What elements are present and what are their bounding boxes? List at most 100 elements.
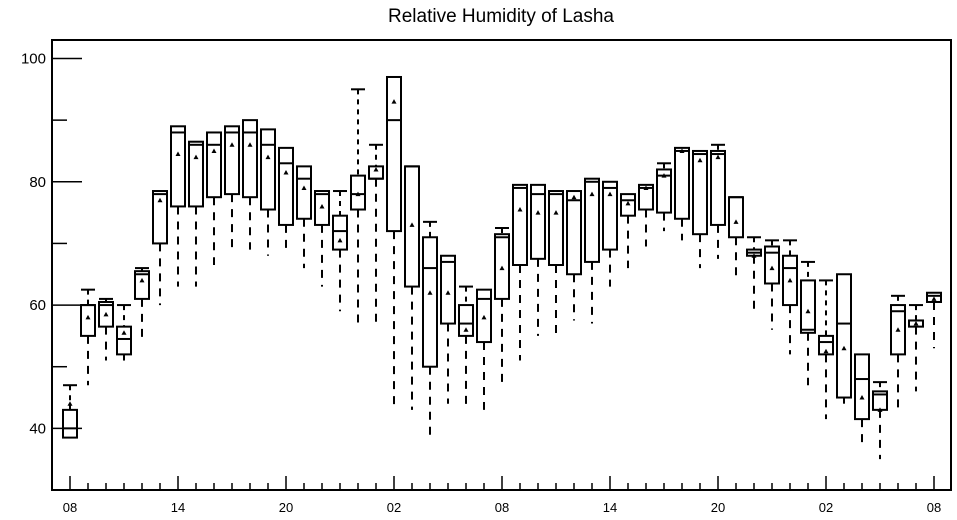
mean-marker	[211, 148, 217, 153]
iqr-box	[188, 140, 204, 208]
iqr-box	[206, 131, 222, 199]
x-tick-label: 20	[279, 500, 293, 515]
x-tick-label: 14	[171, 500, 185, 515]
iqr-box	[278, 146, 294, 226]
y-axis: 40 60 80 100	[21, 50, 82, 437]
mean-marker	[535, 210, 541, 215]
mean-marker	[427, 290, 433, 295]
mean-marker	[841, 345, 847, 351]
iqr-box	[854, 353, 870, 421]
iqr-box	[674, 146, 690, 220]
mean-marker	[355, 191, 361, 197]
box-item	[368, 143, 384, 327]
box-item	[458, 285, 474, 410]
mean-marker	[733, 219, 739, 224]
mean-marker	[229, 142, 235, 147]
x-axis: 08 14 20 02 08 14 20 02 08	[63, 476, 941, 515]
mean-marker	[625, 200, 631, 206]
box-item	[548, 190, 564, 336]
iqr-box	[656, 168, 672, 214]
iqr-box	[710, 149, 726, 226]
x-tick-label: 08	[63, 500, 77, 515]
box-item	[386, 75, 402, 410]
mean-marker	[787, 277, 793, 283]
iqr-box	[566, 190, 582, 276]
iqr-box	[584, 177, 600, 263]
box-item	[620, 193, 636, 269]
box-item	[116, 304, 132, 361]
mean-marker	[67, 401, 73, 406]
iqr-box	[134, 270, 150, 300]
y-tick-label: 40	[29, 420, 46, 437]
mean-marker	[85, 314, 91, 320]
box-item	[512, 183, 528, 361]
box-item	[206, 131, 222, 265]
mean-marker	[697, 157, 703, 163]
mean-marker	[499, 265, 505, 271]
box-item	[836, 273, 852, 404]
box-item	[782, 239, 798, 355]
mean-marker	[193, 154, 199, 160]
mean-marker	[445, 290, 451, 295]
mean-marker	[337, 237, 343, 243]
mean-marker	[913, 321, 919, 326]
mean-marker	[463, 327, 469, 332]
mean-marker	[607, 191, 613, 197]
mean-marker	[589, 191, 595, 197]
mean-marker	[283, 170, 289, 175]
mean-marker	[931, 296, 937, 301]
iqr-box	[836, 273, 852, 399]
box-item	[872, 381, 888, 460]
box-item	[818, 279, 834, 420]
box-item	[296, 165, 312, 269]
mean-marker	[769, 265, 775, 271]
mean-marker	[553, 210, 559, 215]
box-item	[728, 196, 744, 278]
x-tick-label: 02	[819, 500, 833, 515]
box-item	[224, 125, 240, 250]
box-item	[638, 183, 654, 247]
mean-marker	[517, 207, 523, 212]
mean-marker	[661, 173, 667, 178]
iqr-box	[458, 304, 474, 337]
box-item	[692, 149, 708, 269]
mean-marker	[877, 407, 883, 412]
box-item	[260, 128, 276, 256]
iqr-box	[512, 183, 528, 266]
iqr-box	[692, 149, 708, 236]
box-item	[440, 254, 456, 404]
box-item	[890, 294, 906, 413]
box-item	[710, 143, 726, 259]
mean-marker	[679, 148, 685, 153]
mean-marker	[571, 194, 577, 200]
x-tick-label: 08	[495, 500, 509, 515]
box-item	[530, 183, 546, 336]
mean-marker	[409, 222, 415, 227]
x-tick-label: 08	[927, 500, 941, 515]
iqr-box	[152, 190, 168, 245]
chart-title: Relative Humidity of Lasha	[388, 6, 614, 27]
y-tick-label: 80	[29, 174, 46, 191]
mean-marker	[823, 348, 829, 354]
mean-marker	[643, 185, 649, 190]
x-tick-label: 20	[711, 500, 725, 515]
box-item	[800, 260, 816, 386]
iqr-box	[170, 125, 186, 208]
iqr-box	[818, 334, 834, 356]
mean-marker	[805, 308, 811, 314]
mean-marker	[391, 99, 397, 104]
box-item	[134, 267, 150, 339]
box-item	[854, 353, 870, 444]
box-item	[746, 236, 762, 312]
iqr-box	[80, 304, 96, 337]
box-item	[584, 177, 600, 324]
mean-marker	[895, 327, 901, 332]
box-item	[170, 125, 186, 287]
mean-marker	[247, 142, 253, 147]
iqr-box	[62, 408, 78, 439]
box-item	[242, 119, 258, 250]
iqr-box	[242, 119, 258, 199]
mean-marker	[103, 311, 109, 317]
box-item	[62, 384, 78, 439]
iqr-box	[440, 254, 456, 325]
